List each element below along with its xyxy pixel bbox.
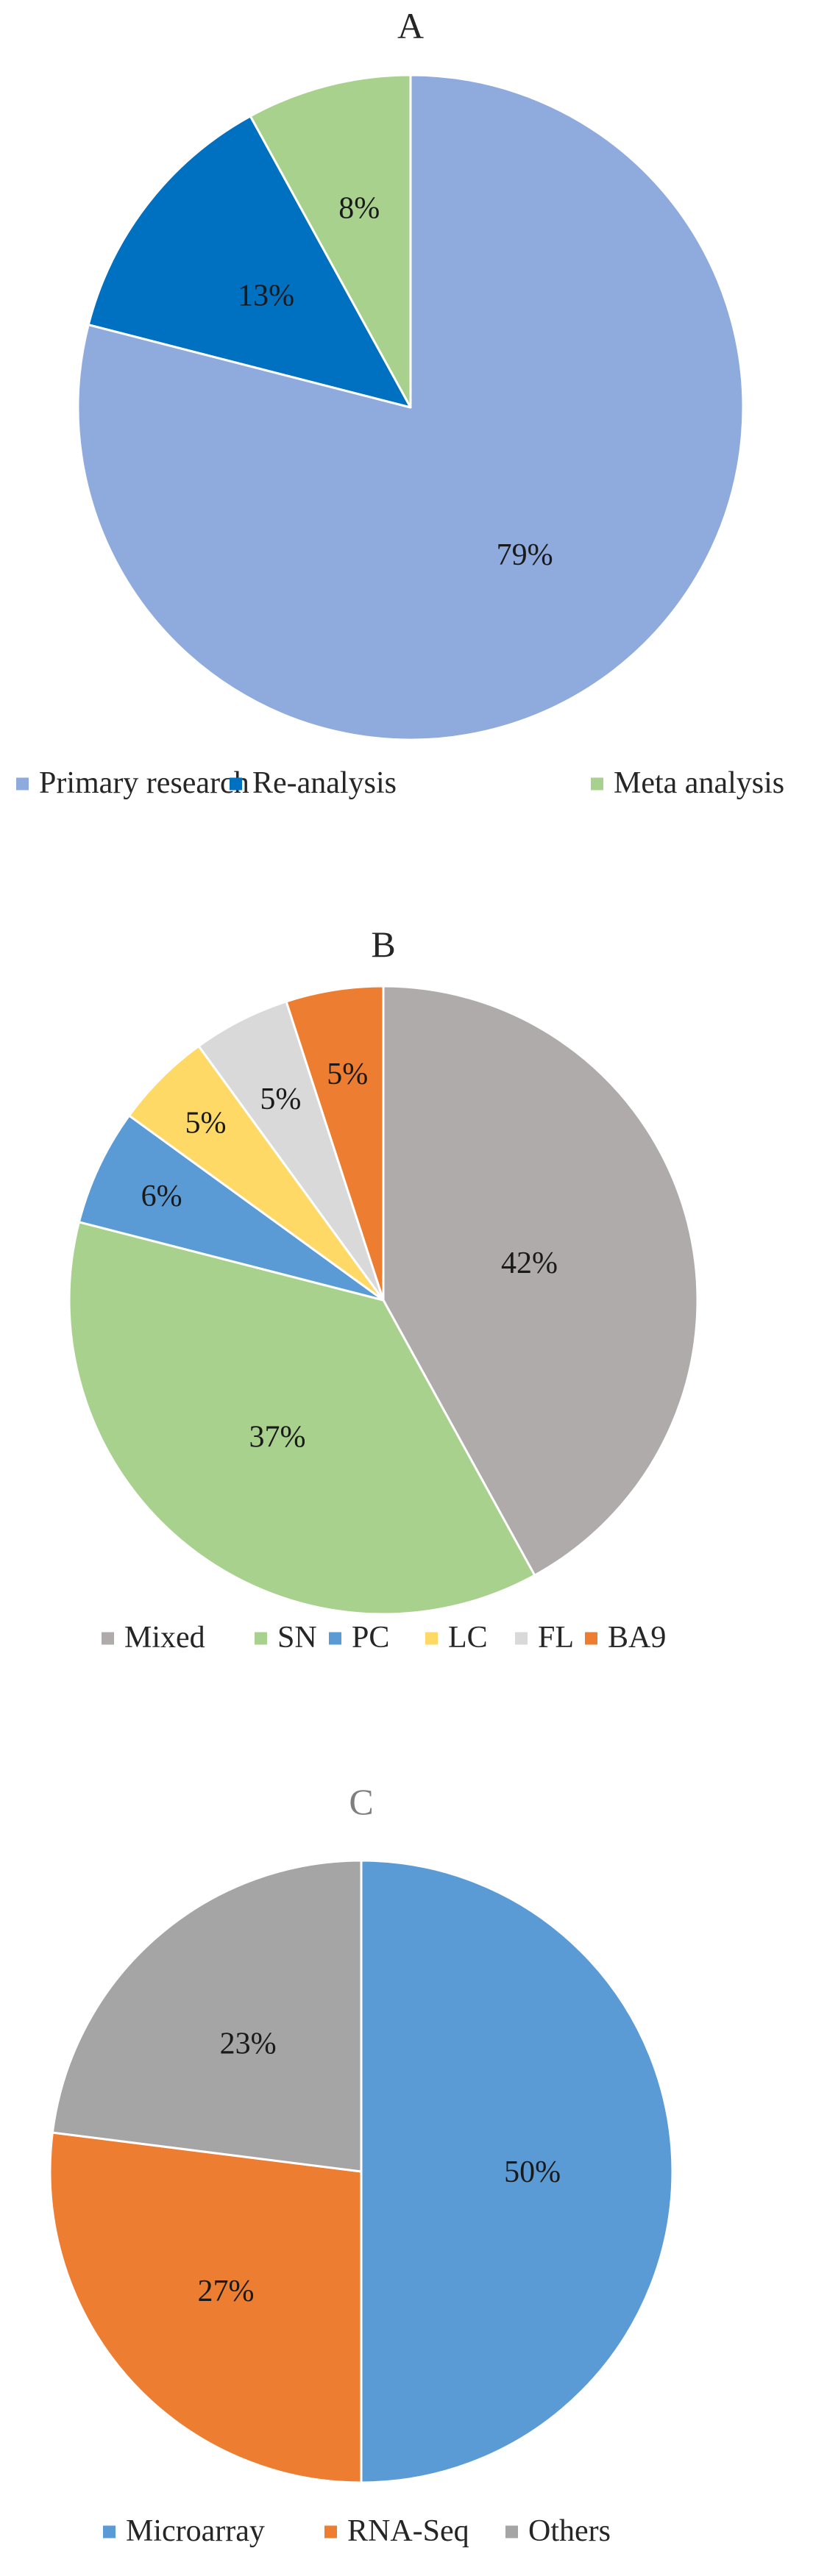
pie-slice-re-analysis: [87, 115, 412, 409]
legend-label-sn: SN: [277, 1621, 317, 1655]
data-label-sn: 37%: [249, 1421, 306, 1455]
chart-b-slices: [68, 985, 699, 1616]
legend-swatch-sn: [255, 1632, 267, 1645]
legend-label-mixed: Mixed: [124, 1621, 205, 1655]
legend-swatch-re-analysis: [230, 777, 242, 791]
legend-label-fl: FL: [538, 1621, 574, 1655]
chart-a-data-labels: 79% 13% 8%: [238, 192, 553, 572]
pie-slice-meta-analysis: [249, 74, 412, 409]
data-label-fl: 5%: [260, 1082, 301, 1116]
pie-slice-sn: [68, 1221, 536, 1616]
legend-swatch-rna-seq: [324, 2525, 337, 2538]
chart-b: B 42% 37% 6% 5% 5% 5% Mixed SN PC LC FL BA9: [68, 924, 699, 1655]
data-label-mixed: 42%: [501, 1246, 558, 1280]
legend-swatch-mixed: [102, 1632, 114, 1645]
legend-swatch-ba9: [585, 1632, 597, 1645]
legend-swatch-fl: [515, 1632, 528, 1645]
data-label-ba9: 5%: [327, 1057, 368, 1091]
chart-c-slices: [49, 1859, 674, 2484]
pie-slice-mixed: [382, 985, 699, 1577]
legend-label-microarray: Microarray: [126, 2514, 265, 2548]
pie-slice-ba9: [285, 985, 385, 1302]
data-label-lc: 5%: [185, 1106, 226, 1140]
chart-c-title: C: [349, 1781, 373, 1822]
data-label-pc: 6%: [141, 1180, 182, 1213]
data-label-rna-seq: 27%: [197, 2274, 254, 2308]
chart-a-legend: Primary research Re-analysis Meta analysis: [16, 766, 784, 800]
pie-slice-microarray: [360, 1859, 674, 2484]
chart-b-legend: Mixed SN PC LC FL BA9: [102, 1621, 666, 1655]
data-label-primary-research: 79%: [497, 538, 553, 572]
chart-c-data-labels: 50% 27% 23%: [197, 2027, 561, 2308]
chart-b-data-labels: 42% 37% 6% 5% 5% 5%: [141, 1057, 558, 1454]
legend-label-ba9: BA9: [608, 1621, 666, 1655]
legend-label-rna-seq: RNA-Seq: [347, 2514, 469, 2548]
legend-label-lc: LC: [448, 1621, 488, 1655]
pie-slice-pc: [77, 1114, 385, 1302]
chart-c: C 50% 27% 23% Microarray RNA-Seq Others: [49, 1781, 674, 2548]
pie-slice-rna-seq: [49, 2131, 363, 2484]
legend-label-meta-analysis: Meta analysis: [614, 766, 784, 800]
legend-swatch-primary-research: [16, 777, 29, 791]
legend-swatch-pc: [329, 1632, 341, 1645]
legend-label-primary-research: Primary research: [39, 766, 249, 800]
legend-swatch-meta-analysis: [591, 777, 603, 791]
data-label-meta-analysis: 8%: [338, 192, 380, 226]
pie-slice-others: [51, 1859, 363, 2173]
legend-label-pc: PC: [352, 1621, 389, 1655]
legend-swatch-lc: [425, 1632, 438, 1645]
chart-a-title: A: [397, 5, 424, 46]
chart-c-legend: Microarray RNA-Seq Others: [103, 2514, 611, 2548]
chart-a: A 79% 13% 8% Primary research Re-analysis Me…: [16, 5, 784, 800]
data-label-others: 23%: [220, 2027, 277, 2061]
data-label-microarray: 50%: [504, 2155, 561, 2189]
legend-swatch-microarray: [103, 2525, 116, 2538]
legend-label-others: Others: [528, 2514, 611, 2548]
data-label-re-analysis: 13%: [238, 279, 294, 313]
chart-b-title: B: [371, 924, 395, 965]
legend-label-re-analysis: Re-analysis: [252, 766, 397, 800]
chart-a-slices: [77, 74, 745, 741]
legend-swatch-others: [505, 2525, 518, 2538]
